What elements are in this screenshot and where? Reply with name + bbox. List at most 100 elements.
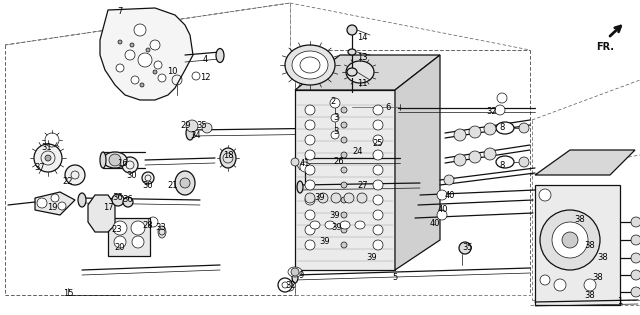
Circle shape	[58, 202, 66, 210]
Ellipse shape	[292, 271, 298, 283]
Circle shape	[65, 165, 85, 185]
Circle shape	[495, 105, 505, 115]
Circle shape	[519, 123, 529, 133]
Text: 27: 27	[358, 180, 368, 190]
Circle shape	[331, 114, 339, 122]
Circle shape	[305, 225, 315, 235]
Circle shape	[146, 48, 150, 52]
Circle shape	[373, 120, 383, 130]
Text: 8: 8	[499, 123, 505, 133]
Text: 41: 41	[300, 158, 310, 168]
Ellipse shape	[285, 45, 335, 85]
Circle shape	[150, 40, 160, 50]
Circle shape	[305, 193, 315, 203]
Circle shape	[318, 193, 328, 203]
Text: 25: 25	[372, 139, 383, 147]
Ellipse shape	[78, 193, 86, 207]
Circle shape	[140, 83, 144, 87]
Circle shape	[132, 236, 144, 248]
Circle shape	[373, 105, 383, 115]
Circle shape	[341, 137, 347, 143]
Text: 7: 7	[117, 8, 123, 16]
Circle shape	[459, 242, 471, 254]
Text: 35: 35	[463, 243, 474, 253]
Text: 40: 40	[438, 205, 448, 215]
Text: 9: 9	[298, 271, 303, 279]
Ellipse shape	[340, 221, 350, 229]
Circle shape	[51, 194, 59, 202]
Circle shape	[122, 157, 138, 173]
Circle shape	[469, 126, 481, 138]
Text: 37: 37	[35, 163, 45, 173]
Text: 40: 40	[445, 191, 455, 199]
Text: 31: 31	[42, 144, 52, 152]
Circle shape	[341, 227, 347, 233]
Circle shape	[519, 157, 529, 167]
Text: 36: 36	[123, 196, 133, 204]
Text: 2: 2	[330, 96, 335, 106]
Circle shape	[34, 144, 62, 172]
Text: 17: 17	[102, 203, 113, 211]
Text: 26: 26	[333, 158, 344, 167]
Circle shape	[454, 154, 466, 166]
Text: 15: 15	[63, 289, 73, 297]
Circle shape	[186, 120, 198, 132]
Circle shape	[291, 158, 299, 166]
Polygon shape	[100, 8, 193, 100]
Circle shape	[562, 232, 578, 248]
Circle shape	[437, 190, 447, 200]
Circle shape	[373, 135, 383, 145]
Text: 29: 29	[180, 121, 191, 129]
Circle shape	[540, 210, 600, 270]
Ellipse shape	[186, 126, 194, 140]
Text: 12: 12	[200, 72, 211, 82]
Circle shape	[331, 193, 341, 203]
Circle shape	[484, 148, 496, 160]
Text: 38: 38	[584, 290, 595, 300]
Text: FR.: FR.	[596, 42, 614, 52]
Circle shape	[305, 120, 315, 130]
Circle shape	[305, 150, 315, 160]
Polygon shape	[535, 150, 635, 175]
Text: 11: 11	[356, 78, 367, 88]
Text: 39: 39	[367, 254, 378, 262]
Circle shape	[437, 210, 447, 220]
Circle shape	[552, 222, 588, 258]
Circle shape	[341, 197, 347, 203]
Circle shape	[45, 155, 51, 161]
Text: 39: 39	[332, 224, 342, 232]
Circle shape	[154, 61, 162, 69]
Circle shape	[305, 210, 315, 220]
Text: 8: 8	[499, 161, 505, 169]
Ellipse shape	[297, 181, 303, 193]
Ellipse shape	[292, 51, 328, 79]
Ellipse shape	[220, 148, 236, 168]
Circle shape	[341, 107, 347, 113]
Circle shape	[158, 74, 166, 82]
Polygon shape	[35, 192, 75, 215]
Circle shape	[373, 165, 383, 175]
Ellipse shape	[496, 156, 514, 168]
Circle shape	[330, 98, 340, 108]
Circle shape	[631, 235, 640, 245]
Text: 36: 36	[113, 193, 124, 203]
Circle shape	[142, 172, 154, 184]
Text: 10: 10	[167, 67, 177, 77]
Text: 38: 38	[575, 215, 586, 225]
Ellipse shape	[325, 221, 335, 229]
Text: 4: 4	[202, 55, 207, 65]
Text: 5: 5	[392, 273, 397, 283]
Circle shape	[291, 268, 299, 276]
Circle shape	[134, 24, 146, 36]
Circle shape	[373, 195, 383, 205]
Text: 32: 32	[486, 107, 497, 117]
Text: 39: 39	[330, 210, 340, 220]
Text: 6: 6	[385, 104, 390, 112]
Circle shape	[131, 221, 145, 235]
Circle shape	[373, 225, 383, 235]
Polygon shape	[295, 90, 395, 270]
Ellipse shape	[310, 221, 320, 229]
Ellipse shape	[100, 152, 106, 168]
Circle shape	[373, 150, 383, 160]
Circle shape	[444, 175, 454, 185]
